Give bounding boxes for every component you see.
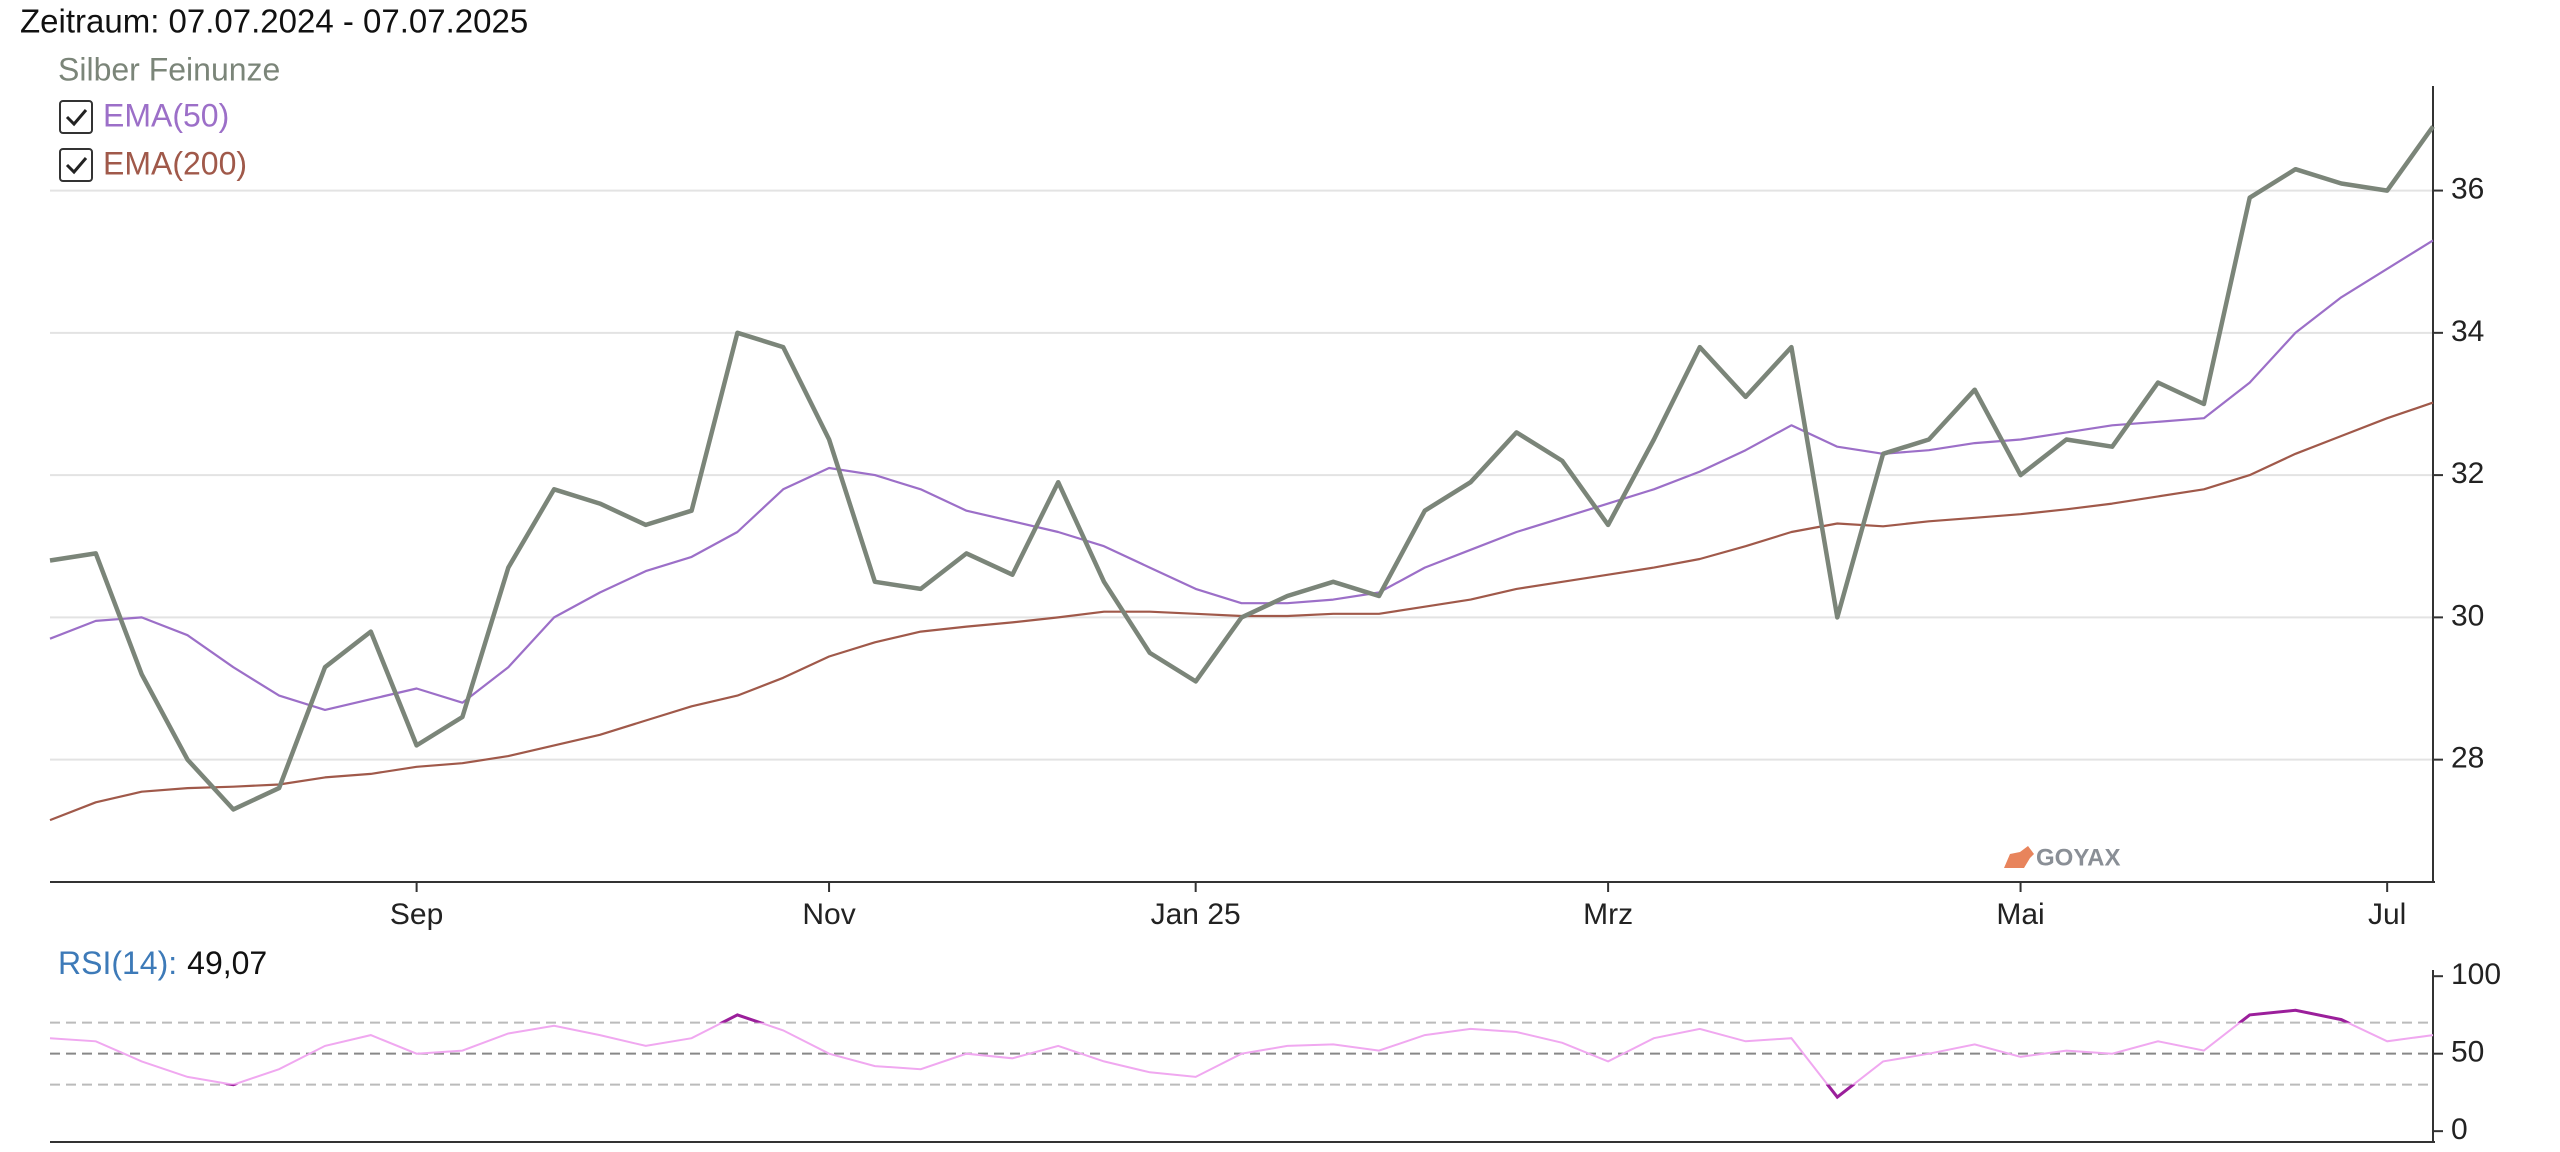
indicator-separator: :	[168, 945, 177, 981]
watermark-logo: GOYAX	[2004, 844, 2120, 871]
watermark: GOYAX	[2036, 844, 2120, 871]
legend-entry: EMA(50)	[103, 97, 229, 133]
legend-toggle[interactable]: EMA(50)	[59, 97, 229, 134]
y-tick-label: 100	[2451, 958, 2501, 991]
x-tick-label: Sep	[390, 898, 443, 931]
y-tick-label: 28	[2451, 742, 2484, 775]
legend-toggle[interactable]: EMA(200)	[59, 145, 247, 182]
checkmark	[65, 109, 88, 127]
series-line	[49, 401, 2434, 822]
checkmark	[65, 157, 88, 175]
x-tick-label: Jul	[2368, 898, 2406, 931]
chart-title: Zeitraum: 07.07.2024 - 07.07.2025	[20, 3, 528, 40]
y-tick-label: 50	[2451, 1036, 2484, 1069]
indicator-value: 49,07	[187, 945, 267, 981]
x-tick-label: Mrz	[1583, 898, 1633, 931]
series-line	[49, 239, 2434, 711]
x-tick-label: Jan 25	[1151, 898, 1241, 931]
logo-icon	[2004, 846, 2034, 868]
legend-entry: Silber Feinunze	[58, 51, 280, 87]
y-tick-label: 0	[2451, 1113, 2468, 1146]
indicator-name: RSI(14)	[58, 945, 168, 981]
y-tick-label: 30	[2451, 599, 2484, 632]
y-tick-label: 32	[2451, 457, 2484, 490]
y-tick-label: 36	[2451, 172, 2484, 205]
legend-entry: EMA(200)	[103, 145, 247, 181]
x-tick-label: Nov	[802, 898, 855, 931]
series-line	[49, 125, 2435, 812]
indicator-label: RSI(14): 49,07	[58, 945, 267, 981]
checkbox[interactable]	[59, 100, 93, 134]
x-tick-label: Mai	[1996, 898, 2044, 931]
rsi-line	[49, 1009, 2434, 1099]
checkbox[interactable]	[59, 148, 93, 182]
y-tick-label: 34	[2451, 315, 2484, 348]
